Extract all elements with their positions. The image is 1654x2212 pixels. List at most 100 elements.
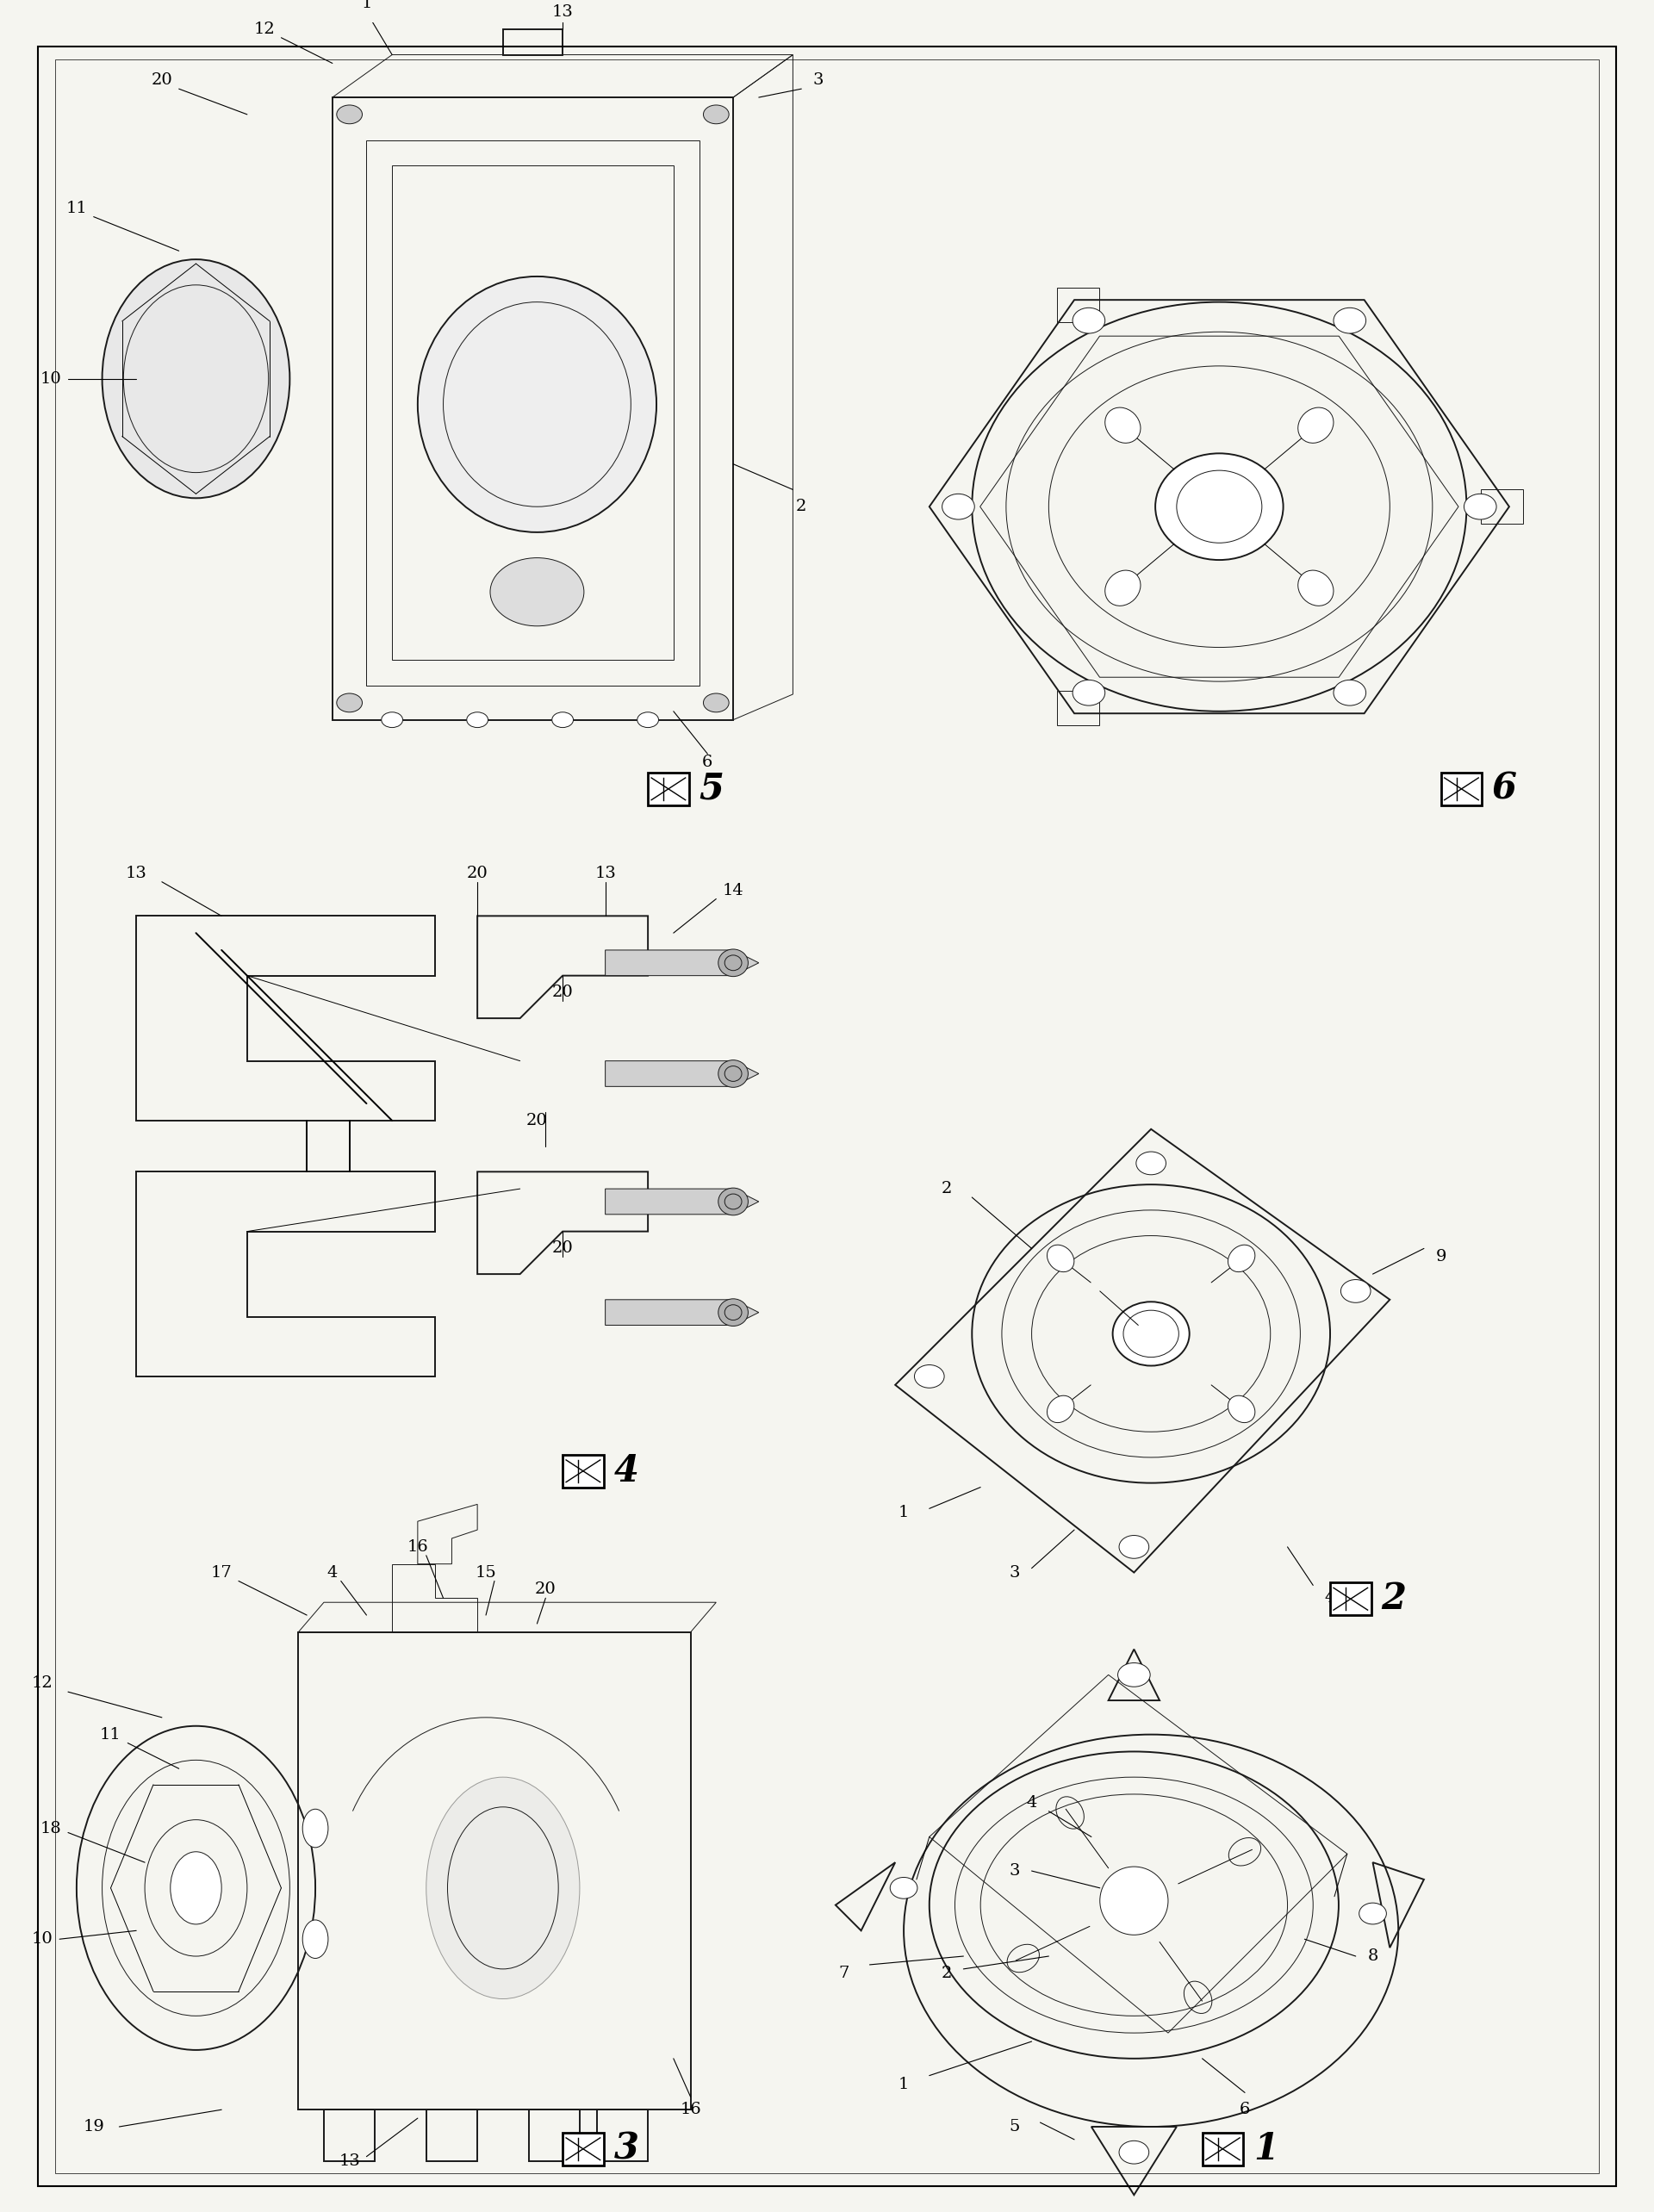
Ellipse shape (1072, 679, 1105, 706)
Bar (1202, 2132, 1244, 2166)
Text: 11: 11 (66, 201, 88, 217)
Ellipse shape (1047, 1245, 1073, 1272)
Ellipse shape (1113, 1303, 1189, 1365)
Bar (597, 2110, 648, 2161)
Ellipse shape (1227, 1396, 1255, 1422)
Text: 20: 20 (466, 865, 488, 880)
Bar (427, 2110, 478, 2161)
Polygon shape (605, 1301, 759, 1325)
Ellipse shape (418, 276, 657, 533)
Text: 13: 13 (126, 865, 147, 880)
Text: 10: 10 (31, 1931, 53, 1947)
Ellipse shape (1072, 307, 1105, 334)
Text: 6: 6 (703, 754, 713, 770)
Ellipse shape (718, 949, 748, 975)
Text: 19: 19 (83, 2119, 104, 2135)
Bar (648, 772, 688, 805)
Text: 18: 18 (40, 1820, 61, 1836)
Ellipse shape (718, 1060, 748, 1088)
Ellipse shape (1136, 1152, 1166, 1175)
Text: 20: 20 (151, 73, 172, 88)
Ellipse shape (170, 1851, 222, 1924)
Bar (562, 2132, 604, 2166)
Text: 12: 12 (253, 22, 275, 38)
Text: 20: 20 (552, 984, 574, 1000)
Text: 5: 5 (1009, 2119, 1021, 2135)
Ellipse shape (703, 692, 729, 712)
Text: 4: 4 (1027, 1794, 1037, 1809)
Bar (1441, 772, 1482, 805)
Text: 1: 1 (1254, 2130, 1279, 2168)
Bar (1330, 1584, 1371, 1615)
Ellipse shape (303, 1809, 327, 1847)
Text: 16: 16 (680, 2101, 701, 2117)
Polygon shape (605, 949, 759, 975)
Ellipse shape (1120, 2141, 1150, 2163)
Ellipse shape (703, 104, 729, 124)
Text: 4: 4 (1325, 1590, 1335, 1606)
Text: 4: 4 (614, 1453, 638, 1489)
Bar (1057, 690, 1100, 726)
Text: 2: 2 (796, 500, 807, 515)
Text: 13: 13 (552, 4, 574, 20)
Text: 1: 1 (361, 0, 372, 11)
Bar (529, 2110, 579, 2161)
Text: 20: 20 (526, 1113, 547, 1128)
Ellipse shape (890, 1878, 918, 1898)
Text: 6: 6 (1239, 2101, 1250, 2117)
Text: 2: 2 (941, 1966, 951, 1982)
Ellipse shape (1118, 1663, 1150, 1688)
Ellipse shape (490, 557, 584, 626)
Text: 11: 11 (99, 1728, 121, 1743)
Text: 2: 2 (941, 1181, 951, 1197)
Ellipse shape (943, 493, 974, 520)
Text: 7: 7 (839, 1966, 850, 1982)
Ellipse shape (427, 1776, 579, 2000)
Ellipse shape (1333, 307, 1366, 334)
Ellipse shape (1341, 1279, 1371, 1303)
Ellipse shape (103, 259, 289, 498)
Text: 12: 12 (31, 1677, 53, 1692)
Bar (1480, 489, 1523, 524)
Ellipse shape (466, 712, 488, 728)
Text: 20: 20 (552, 1241, 574, 1256)
Ellipse shape (637, 712, 658, 728)
Text: 4: 4 (327, 1564, 337, 1579)
Text: 3: 3 (614, 2130, 638, 2168)
Polygon shape (605, 1062, 759, 1086)
Ellipse shape (1105, 407, 1141, 442)
Ellipse shape (382, 712, 404, 728)
Ellipse shape (915, 1365, 944, 1387)
Bar (1057, 288, 1100, 323)
Text: 10: 10 (40, 372, 61, 387)
Text: 13: 13 (339, 2152, 361, 2168)
Text: 1: 1 (898, 2077, 910, 2093)
Text: 16: 16 (407, 1540, 428, 1555)
Text: 6: 6 (1492, 770, 1517, 807)
Text: 3: 3 (1009, 1863, 1021, 1878)
Bar (324, 2110, 375, 2161)
Polygon shape (605, 1188, 759, 1214)
Ellipse shape (303, 1920, 327, 1958)
Ellipse shape (1120, 1535, 1150, 1559)
Text: 3: 3 (1009, 1564, 1021, 1579)
Text: 14: 14 (723, 883, 744, 898)
Ellipse shape (337, 104, 362, 124)
Ellipse shape (718, 1298, 748, 1325)
Text: 2: 2 (1381, 1582, 1406, 1617)
Text: 17: 17 (210, 1564, 232, 1579)
Ellipse shape (1105, 571, 1141, 606)
Ellipse shape (1360, 1902, 1386, 1924)
Circle shape (1100, 1867, 1168, 1936)
Ellipse shape (1298, 407, 1333, 442)
Text: 8: 8 (1368, 1949, 1378, 1964)
Text: 9: 9 (1436, 1250, 1446, 1265)
Text: 5: 5 (700, 770, 724, 807)
Ellipse shape (1047, 1396, 1073, 1422)
Ellipse shape (1464, 493, 1497, 520)
Ellipse shape (552, 712, 574, 728)
Text: 1: 1 (898, 1504, 910, 1520)
Ellipse shape (718, 1188, 748, 1214)
Text: 13: 13 (594, 865, 615, 880)
Ellipse shape (1333, 679, 1366, 706)
